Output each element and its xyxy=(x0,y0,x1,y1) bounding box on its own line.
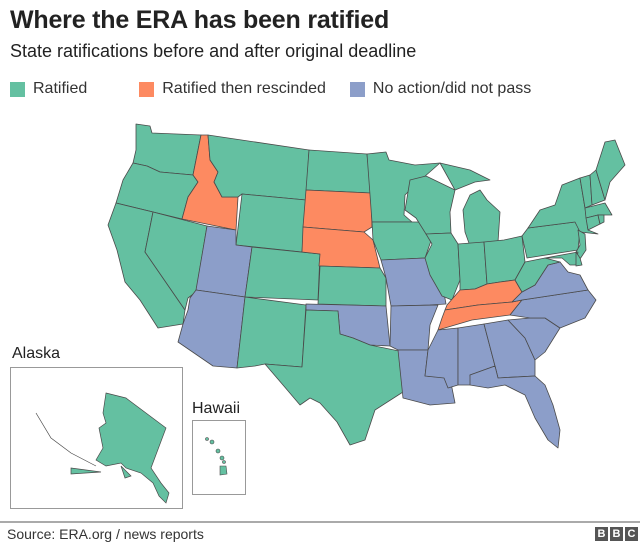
state-montana xyxy=(207,134,310,201)
legend-item-rescinded: Ratified then rescinded xyxy=(139,80,326,98)
hawaii-map xyxy=(205,437,228,476)
state-michigan xyxy=(439,162,501,247)
hawaii-label: Hawaii xyxy=(192,400,241,417)
state-arizona xyxy=(177,289,246,369)
legend-label: Ratified then rescinded xyxy=(162,80,326,97)
state-maryland xyxy=(544,251,579,266)
bbc-logo-letter: B xyxy=(610,527,623,541)
state-alaska xyxy=(70,392,170,504)
alaska-label: Alaska xyxy=(12,345,61,362)
state-colorado xyxy=(244,246,321,301)
legend: Ratified Ratified then rescinded No acti… xyxy=(10,80,555,98)
bbc-logo-letter: B xyxy=(595,527,608,541)
state-maine xyxy=(595,139,626,201)
bbc-logo: B B C xyxy=(593,527,638,541)
state-illinois xyxy=(424,232,461,301)
bbc-logo-letter: C xyxy=(625,527,638,541)
legend-item-ratified: Ratified xyxy=(10,80,87,98)
state-arkansas xyxy=(389,304,439,351)
legend-swatch-no-action xyxy=(349,81,365,97)
alaska-map xyxy=(35,392,170,504)
aleutian-islands xyxy=(35,412,97,467)
state-wyoming xyxy=(235,193,307,253)
alaska-inset xyxy=(10,367,183,509)
source-note: Source: ERA.org / news reports xyxy=(7,526,204,542)
footer-divider xyxy=(0,521,640,523)
chart-title: Where the ERA has been ratified xyxy=(10,6,390,34)
state-indiana xyxy=(457,241,488,291)
state-north-dakota xyxy=(305,149,372,194)
state-delaware xyxy=(575,251,583,267)
hawaii-inset xyxy=(192,420,246,495)
legend-item-no-action: No action/did not pass xyxy=(349,80,532,98)
state-florida xyxy=(469,365,561,449)
state-connecticut xyxy=(585,214,601,231)
legend-swatch-rescinded xyxy=(139,81,155,97)
chart-subtitle: State ratifications before and after ori… xyxy=(10,41,417,61)
state-west-virginia xyxy=(514,257,561,293)
legend-label: No action/did not pass xyxy=(372,80,532,97)
state-hawaii xyxy=(205,437,228,476)
state-massachusetts xyxy=(584,202,613,219)
state-south-dakota xyxy=(302,189,373,233)
state-new-mexico xyxy=(236,296,307,369)
state-kansas xyxy=(317,265,387,307)
legend-label: Ratified xyxy=(33,80,88,97)
legend-swatch-ratified xyxy=(10,81,25,97)
state-rhode-island xyxy=(597,214,605,225)
state-texas xyxy=(264,309,404,446)
